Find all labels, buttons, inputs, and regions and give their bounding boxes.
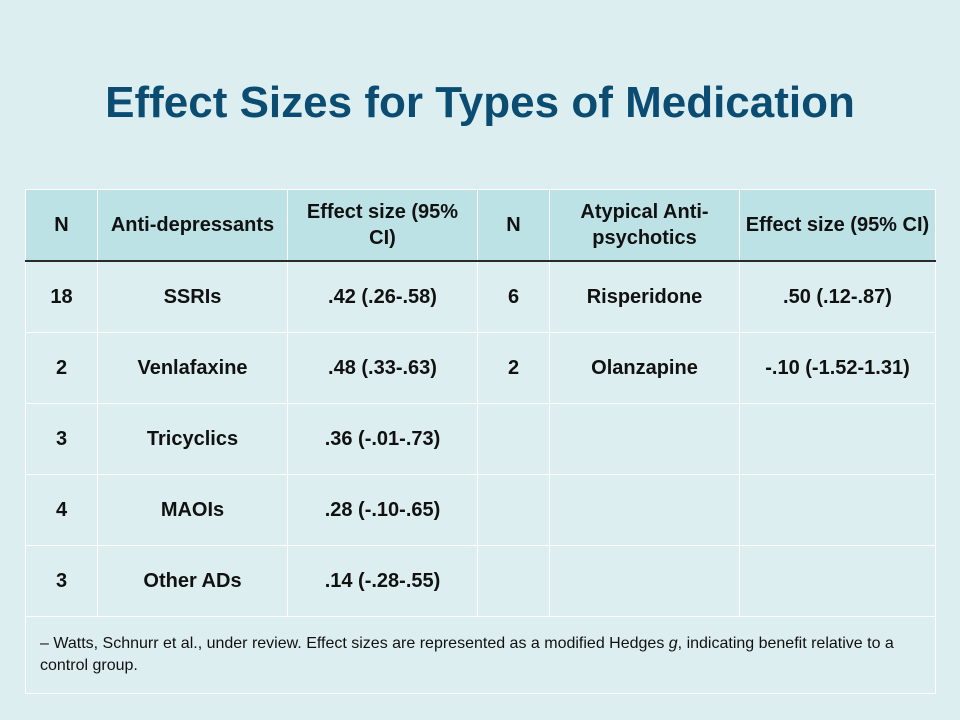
header-antipsychotics: Atypical Anti-psychotics bbox=[549, 189, 740, 262]
footnote-prefix: – Watts, Schnurr et al., under review. E… bbox=[40, 635, 669, 652]
slide-title: Effect Sizes for Types of Medication bbox=[105, 78, 855, 127]
table-cell: 3 bbox=[25, 403, 98, 475]
table-cell: 6 bbox=[477, 260, 550, 333]
table-cell: 18 bbox=[25, 260, 98, 333]
table-cell: 2 bbox=[477, 332, 550, 404]
table-cell bbox=[477, 403, 550, 475]
footnote-italic: g bbox=[668, 635, 678, 652]
footnote-suffix: , indicating benefit relative to a contr… bbox=[40, 635, 894, 674]
table-cell: .50 (.12-.87) bbox=[739, 260, 936, 333]
header-n-antidepressants: N bbox=[25, 189, 98, 262]
table-cell: .42 (.26-.58) bbox=[287, 260, 478, 333]
table-cell: SSRIs bbox=[97, 260, 288, 333]
table-cell bbox=[739, 403, 936, 475]
table-cell: .28 (-.10-.65) bbox=[287, 474, 478, 546]
table-cell bbox=[739, 545, 936, 617]
footnote: – Watts, Schnurr et al., under review. E… bbox=[25, 616, 936, 694]
table-cell bbox=[549, 474, 740, 546]
header-antidepressants: Anti-depressants bbox=[97, 189, 288, 262]
table-row: 3 Other ADs .14 (-.28-.55) bbox=[25, 545, 936, 617]
table-cell: MAOIs bbox=[97, 474, 288, 546]
header-effect-size-antipsychotics: Effect size (95% CI) bbox=[739, 189, 936, 262]
table-cell: Other ADs bbox=[97, 545, 288, 617]
table-cell bbox=[739, 474, 936, 546]
table-cell: 3 bbox=[25, 545, 98, 617]
table-row: 18 SSRIs .42 (.26-.58) 6 Risperidone .50… bbox=[25, 260, 936, 333]
table-cell: -.10 (-1.52-1.31) bbox=[739, 332, 936, 404]
table-row: 3 Tricyclics .36 (-.01-.73) bbox=[25, 403, 936, 475]
table-cell: .36 (-.01-.73) bbox=[287, 403, 478, 475]
table-cell: .48 (.33-.63) bbox=[287, 332, 478, 404]
table-cell bbox=[549, 403, 740, 475]
table-cell: Risperidone bbox=[549, 260, 740, 333]
header-effect-size-antidepressants: Effect size (95% CI) bbox=[287, 189, 478, 262]
table-cell bbox=[549, 545, 740, 617]
table-header-row: N Anti-depressants Effect size (95% CI) … bbox=[25, 189, 936, 262]
table-cell bbox=[477, 474, 550, 546]
footnote-row: – Watts, Schnurr et al., under review. E… bbox=[25, 616, 936, 694]
table-cell: 2 bbox=[25, 332, 98, 404]
header-n-antipsychotics: N bbox=[477, 189, 550, 262]
effect-size-table: N Anti-depressants Effect size (95% CI) … bbox=[25, 189, 936, 694]
table-cell: Tricyclics bbox=[97, 403, 288, 475]
table-cell: .14 (-.28-.55) bbox=[287, 545, 478, 617]
table-row: 4 MAOIs .28 (-.10-.65) bbox=[25, 474, 936, 546]
table-row: 2 Venlafaxine .48 (.33-.63) 2 Olanzapine… bbox=[25, 332, 936, 404]
table-cell: Olanzapine bbox=[549, 332, 740, 404]
table-cell: 4 bbox=[25, 474, 98, 546]
table-cell bbox=[477, 545, 550, 617]
table-cell: Venlafaxine bbox=[97, 332, 288, 404]
